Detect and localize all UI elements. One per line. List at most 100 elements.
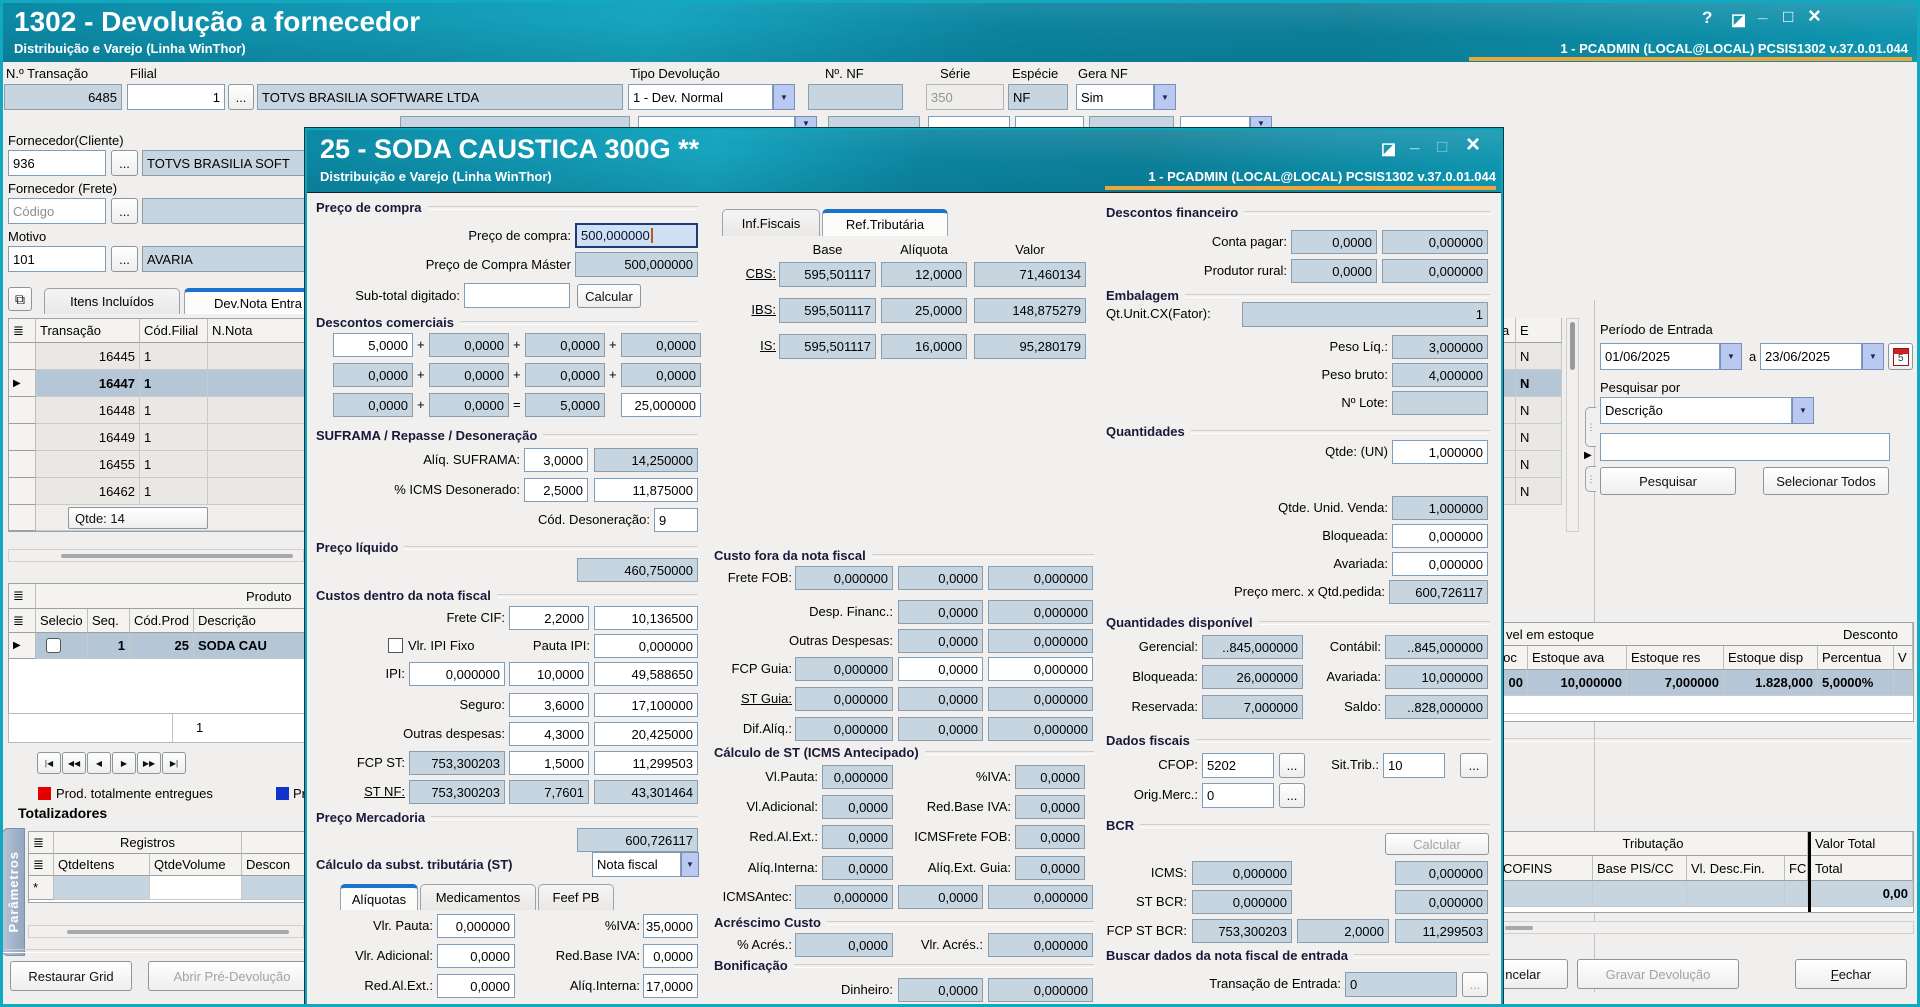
cell[interactable]: 16449 [36, 424, 140, 451]
frete-cif-valor-field[interactable]: 10,136500 [594, 606, 698, 630]
nav-next-page-button[interactable]: ▶▶ [137, 752, 161, 774]
tab-aliquotas[interactable]: Alíquotas [340, 884, 418, 910]
label-ibs-link[interactable]: IBS: [751, 302, 776, 317]
orig-merc-lookup-button[interactable]: ... [1279, 783, 1305, 808]
cell-cod-prod[interactable]: 25 [130, 633, 194, 659]
sit-trib-lookup-button[interactable]: ... [1460, 753, 1488, 778]
cell[interactable]: 1 [140, 451, 208, 478]
fcp-guia-perc-field[interactable]: 0,0000 [898, 657, 983, 681]
fornecedor-frete-cod-field[interactable]: Código [8, 198, 106, 224]
nav-last-button[interactable]: ▶| [162, 752, 186, 774]
ipi-valor-field[interactable]: 49,588650 [594, 662, 698, 686]
avariada-field[interactable]: 0,000000 [1392, 552, 1488, 576]
gravar-devolucao-button[interactable]: Gravar Devolução [1577, 959, 1739, 989]
dialog-minimize-icon[interactable]: _ [1410, 132, 1420, 151]
desconto-field[interactable]: 5,0000 [333, 333, 413, 357]
close-icon[interactable]: × [1808, 3, 1821, 28]
cell[interactable]: 16447 [36, 370, 140, 397]
nav-prior-page-button[interactable]: ◀◀ [62, 752, 86, 774]
seguro-perc-field[interactable]: 3,6000 [509, 693, 589, 717]
motivo-cod-field[interactable]: 101 [8, 246, 106, 272]
selecionar-checkbox[interactable] [46, 638, 61, 653]
bcr-calcular-button[interactable]: Calcular [1385, 833, 1489, 855]
fornecedor-cliente-lookup-button[interactable]: ... [111, 150, 138, 176]
dialog-restore-icon[interactable]: ◪ [1381, 141, 1397, 158]
sliver-vscrollbar[interactable] [1566, 318, 1579, 532]
cell[interactable]: 1 [140, 424, 208, 451]
dialog-close-icon[interactable]: × [1466, 131, 1481, 158]
pauta-ipi-field[interactable]: 0,000000 [594, 634, 698, 658]
vlr-ipi-fixo-checkbox[interactable] [388, 638, 403, 653]
tab-medicamentos[interactable]: Medicamentos [420, 884, 536, 910]
cell-estoque-reservado[interactable]: 7,000000 [1627, 670, 1724, 696]
ipi-perc-field[interactable]: 10,0000 [509, 662, 589, 686]
restore-icon[interactable]: ◪ [1731, 12, 1747, 29]
cfop-lookup-button[interactable]: ... [1279, 753, 1305, 778]
transacao-entrada-field[interactable]: 0 [1345, 972, 1457, 997]
cell-cofins[interactable] [1499, 881, 1593, 907]
outras-despesas-valor-field[interactable]: 20,425000 [594, 722, 698, 746]
cell-fc[interactable] [1785, 881, 1808, 907]
fcp-guia-valor-field[interactable]: 0,000000 [988, 657, 1093, 681]
gera-nf-arrow-icon[interactable]: ▼ [1154, 84, 1176, 110]
cell-estoque-avariado[interactable]: 10,000000 [1528, 670, 1627, 696]
cell-estoque-disponivel[interactable]: 1.828,000 [1724, 670, 1818, 696]
splitter-handle[interactable]: ⋮ [1585, 466, 1596, 492]
splitter-handle[interactable]: ⋮ [1585, 407, 1596, 447]
frete-cif-perc-field[interactable]: 2,2000 [509, 606, 589, 630]
bloqueada-field[interactable]: 0,000000 [1392, 524, 1488, 548]
cell-total[interactable]: 0,00 [1811, 881, 1913, 907]
tab-itens-incluidos[interactable]: Itens Incluídos [44, 288, 180, 314]
cell-qtde-itens[interactable] [54, 876, 150, 900]
seguro-valor-field[interactable]: 17,100000 [594, 693, 698, 717]
help-icon[interactable]: ? [1702, 8, 1713, 27]
vlr-pauta-field[interactable]: 0,000000 [437, 914, 515, 938]
red-base-iva-field[interactable]: 0,0000 [643, 944, 698, 968]
cell-vl-desc-fin[interactable] [1687, 881, 1785, 907]
tab-parametros[interactable]: Parâmetros [2, 828, 25, 956]
calculo-st-select[interactable]: Nota fiscal [592, 852, 681, 877]
cfop-field[interactable]: 5202 [1202, 753, 1274, 778]
aliq-interna-field[interactable]: 17,0000 [643, 974, 698, 998]
tipo-devolucao-select[interactable]: 1 - Dev. Normal [628, 84, 773, 110]
nav-next-button[interactable]: ▶ [112, 752, 136, 774]
fornecedor-cliente-cod-field[interactable]: 936 [8, 150, 106, 176]
vscrollbar-thumb[interactable] [1570, 322, 1575, 370]
sliver-cell[interactable]: N [1516, 397, 1562, 424]
cell[interactable]: 1 [140, 478, 208, 505]
filial-lookup-button[interactable]: ... [228, 84, 254, 110]
outras-despesas-perc-field[interactable]: 4,3000 [509, 722, 589, 746]
grid-config-icon[interactable]: ⧉ [8, 287, 32, 311]
sliver-cell[interactable]: N [1516, 343, 1562, 370]
red-al-ext-field[interactable]: 0,0000 [437, 974, 515, 998]
vlr-adicional-field[interactable]: 0,0000 [437, 944, 515, 968]
date-from-field[interactable]: 01/06/2025 [1600, 343, 1720, 370]
calculo-st-arrow-icon[interactable]: ▼ [681, 852, 699, 877]
iva-field[interactable]: 35,0000 [643, 914, 698, 938]
motivo-lookup-button[interactable]: ... [111, 246, 138, 272]
nav-prior-button[interactable]: ◀ [87, 752, 111, 774]
sit-trib-field[interactable]: 10 [1383, 753, 1445, 778]
maximize-icon[interactable]: □ [1783, 7, 1794, 26]
filial-field[interactable]: 1 [127, 84, 225, 110]
cell[interactable]: 16448 [36, 397, 140, 424]
cell-base-pis[interactable] [1593, 881, 1687, 907]
restaurar-grid-button[interactable]: Restaurar Grid [10, 961, 132, 991]
sliver-cell[interactable]: N [1516, 451, 1562, 478]
tab-feef-pb[interactable]: Feef PB [538, 884, 614, 910]
tipo-devolucao-arrow-icon[interactable]: ▼ [773, 84, 795, 110]
tab-ref-tributaria[interactable]: Ref.Tributária [822, 209, 948, 236]
orig-merc-field[interactable]: 0 [1202, 783, 1274, 808]
aliq-suframa-field[interactable]: 3,0000 [524, 448, 588, 472]
label-is-link[interactable]: IS: [760, 338, 776, 353]
fcp-st-valor-field[interactable]: 11,299503 [594, 751, 698, 775]
tributacao-hscrollbar[interactable] [1498, 921, 1914, 934]
cell[interactable]: 1 [140, 370, 208, 397]
sliver-cell[interactable]: N [1516, 370, 1562, 397]
icms-desonerado-field[interactable]: 2,5000 [524, 478, 588, 502]
cell-v[interactable] [1894, 670, 1913, 696]
cod-desoneracao-field[interactable]: 9 [654, 508, 698, 532]
transacao-field[interactable]: 6485 [4, 84, 122, 110]
fcp-st-perc-field[interactable]: 1,5000 [509, 751, 589, 775]
